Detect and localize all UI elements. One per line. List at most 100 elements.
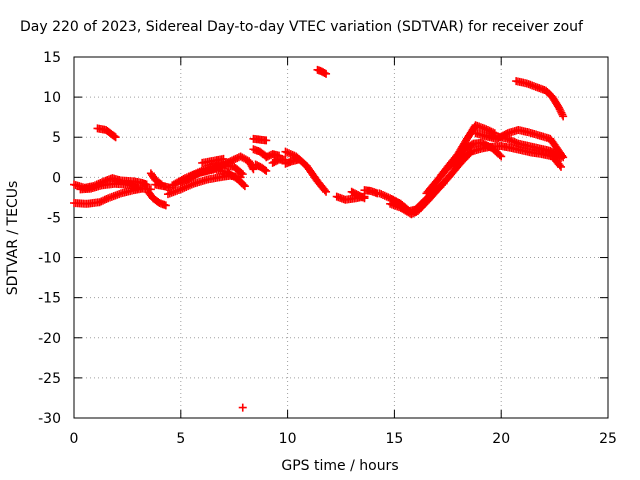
data-point xyxy=(456,152,465,161)
data-point xyxy=(262,136,271,145)
data-point xyxy=(322,69,331,78)
data-point xyxy=(142,180,151,189)
series-arc-22 xyxy=(347,187,369,203)
data-point xyxy=(184,182,193,191)
data-point xyxy=(557,108,566,117)
data-point xyxy=(187,180,196,189)
y-tick-label-10: 10 xyxy=(43,90,61,106)
data-point xyxy=(358,193,367,202)
y-tick-label-0: 0 xyxy=(52,170,61,186)
grid xyxy=(74,57,608,418)
data-point xyxy=(360,194,369,203)
data-point xyxy=(559,112,568,121)
data-point xyxy=(110,132,119,141)
data-point xyxy=(260,165,269,174)
axis-ticks: 0 5 10 15 20 25 -30 -25 -20 -15 -10 -5 0 5 10 15 xyxy=(38,50,617,447)
data-point xyxy=(194,169,203,178)
data-point xyxy=(463,149,472,158)
series-arc-1 xyxy=(70,184,155,208)
data-point xyxy=(461,150,470,159)
x-tick-label-5: 5 xyxy=(176,431,185,447)
x-tick-label-15: 15 xyxy=(385,431,403,447)
data-point xyxy=(285,149,294,158)
y-tick-label--20: -20 xyxy=(38,331,61,347)
y-tick-label--25: -25 xyxy=(38,371,61,387)
data-point xyxy=(557,162,566,171)
series-outlier xyxy=(238,403,247,412)
x-axis-label: GPS time / hours xyxy=(281,458,398,474)
data-point xyxy=(294,155,303,164)
data-point xyxy=(554,103,563,112)
y-tick-label--5: -5 xyxy=(47,210,61,226)
data-point xyxy=(320,186,329,195)
y-tick-label--10: -10 xyxy=(38,251,61,267)
series-arc-15 xyxy=(251,160,271,175)
data-point xyxy=(458,151,467,160)
data-point xyxy=(497,152,506,161)
data-point xyxy=(460,150,469,159)
data-point xyxy=(377,190,386,199)
data-point xyxy=(320,69,329,78)
series-arc-4 xyxy=(93,124,120,142)
y-tick-label--15: -15 xyxy=(38,291,61,307)
data-point xyxy=(219,154,228,163)
x-tick-label-10: 10 xyxy=(279,431,297,447)
data-point xyxy=(182,182,191,191)
data-point xyxy=(111,133,120,142)
data-point xyxy=(558,110,567,119)
y-tick-label-5: 5 xyxy=(52,130,61,146)
data-point xyxy=(512,138,521,147)
data-point xyxy=(237,168,246,177)
data-point xyxy=(281,147,290,156)
data-point xyxy=(180,183,189,192)
data-point xyxy=(283,148,292,157)
data-point xyxy=(322,187,331,196)
data-point xyxy=(379,190,388,199)
data-point xyxy=(555,105,564,114)
series-arc-3 xyxy=(76,179,143,194)
data-point xyxy=(286,150,295,159)
data-point xyxy=(507,136,516,145)
data-point xyxy=(555,153,564,162)
series-arc-19 xyxy=(281,155,303,168)
data-point xyxy=(238,170,247,179)
data-point xyxy=(240,182,249,191)
data-point xyxy=(505,135,514,144)
data-point xyxy=(465,148,474,157)
chart-title: Day 220 of 2023, Sidereal Day-to-day VTE… xyxy=(20,19,584,35)
data-point xyxy=(102,194,111,203)
x-tick-label-20: 20 xyxy=(492,431,510,447)
data-point xyxy=(555,161,564,170)
series-arc-30 xyxy=(482,131,566,163)
data-point xyxy=(557,154,566,163)
plot-frame xyxy=(73,56,609,419)
series-arc-23 xyxy=(360,186,382,198)
series-arc-20 xyxy=(313,65,331,78)
data-point xyxy=(262,166,271,175)
data-point xyxy=(556,107,565,116)
x-tick-label-25: 25 xyxy=(599,431,617,447)
data-point xyxy=(134,183,143,192)
y-tick-label--30: -30 xyxy=(38,411,61,427)
series-arc-11 xyxy=(183,165,249,191)
data-point xyxy=(503,134,512,143)
data-point xyxy=(238,403,247,412)
data-point xyxy=(510,138,519,147)
data-point xyxy=(249,165,258,174)
data-point xyxy=(375,189,384,198)
data-points xyxy=(70,65,568,412)
series-arc-5 xyxy=(144,188,170,210)
series-arc-31 xyxy=(512,77,568,121)
data-point xyxy=(495,151,504,160)
y-tick-label-15: 15 xyxy=(43,50,61,66)
data-point xyxy=(161,201,170,210)
data-point xyxy=(382,192,391,201)
series-arc-13 xyxy=(249,134,271,145)
data-point xyxy=(380,191,389,200)
series-arc-12 xyxy=(198,154,228,167)
data-point xyxy=(239,180,248,189)
data-point xyxy=(508,137,517,146)
y-axis-label: SDTVAR / TECUs xyxy=(5,181,21,296)
